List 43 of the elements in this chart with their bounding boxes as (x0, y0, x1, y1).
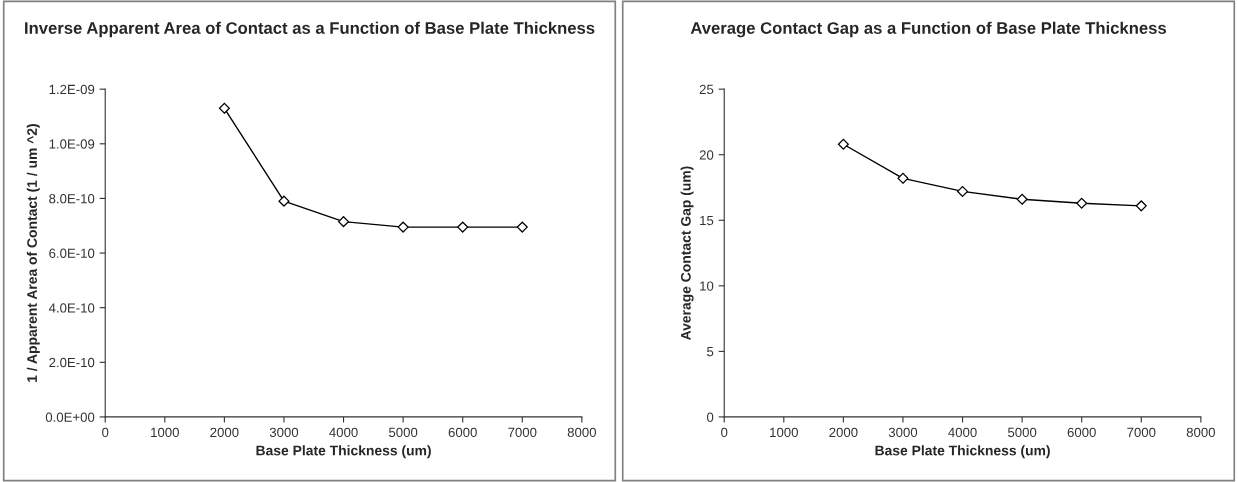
x-tick-label: 7000 (508, 427, 537, 438)
x-tick-label: 8000 (1186, 427, 1216, 438)
point (1076, 197, 1088, 209)
chart-title: Average Contact Gap as a Function of Base Plate Thickness (690, 21, 1167, 38)
y-tick-label: 6.0E-10 (49, 248, 95, 258)
y-tick-label: 0 (706, 412, 714, 422)
y-tick-label: 0.0E+00 (45, 412, 95, 422)
x-tick-label: 5000 (388, 427, 418, 438)
y-tick-label: 20 (699, 150, 714, 160)
y-tick-label: 2.0E-10 (49, 357, 95, 368)
x-tick-label: 6000 (1067, 427, 1096, 438)
x-axis-title: Base Plate Thickness (um) (875, 445, 1050, 459)
x-tick-label: 2000 (210, 427, 239, 438)
x-tick-label: 2000 (829, 427, 858, 438)
x-tick-label: 1000 (151, 427, 179, 438)
y-axis-title: 1 / Apparent Area of Contact (1 / um ^2) (26, 124, 40, 382)
x-tick-label: 4000 (948, 427, 977, 438)
y-tick-label: 25 (699, 84, 714, 95)
point (897, 172, 909, 184)
x-axis-title: Base Plate Thickness (um) (256, 445, 431, 459)
x-tick-label: 7000 (1127, 427, 1156, 438)
x-tick-label: 1000 (770, 427, 798, 438)
y-tick-label: 5 (707, 347, 714, 357)
chart-title: Inverse Apparent Area of Contact as a Function of Base Plate Thickness (25, 21, 595, 38)
y-tick-label: 8.0E-10 (49, 193, 95, 204)
point (1016, 193, 1028, 205)
y-tick-label: 1.0E-09 (49, 139, 95, 149)
x-tick-label: 0 (102, 427, 109, 438)
x-tick-label: 0 (721, 427, 728, 438)
point (837, 138, 849, 150)
x-tick-label: 4000 (329, 427, 358, 438)
x-tick-label: 5000 (1007, 427, 1037, 438)
x-tick-label: 3000 (888, 427, 918, 438)
x-tick-label: 8000 (567, 427, 597, 438)
y-tick-label: 4.0E-10 (48, 303, 95, 313)
point (1135, 200, 1147, 212)
point (957, 185, 969, 197)
y-tick-label: 1.2E-09 (49, 84, 95, 95)
y-tick-label: 15 (700, 215, 714, 226)
x-tick-label: 3000 (269, 427, 299, 438)
y-tick-label: 10 (700, 281, 714, 291)
x-tick-label: 6000 (448, 427, 477, 438)
y-axis-title: Average Contact Gap (um) (680, 166, 694, 341)
